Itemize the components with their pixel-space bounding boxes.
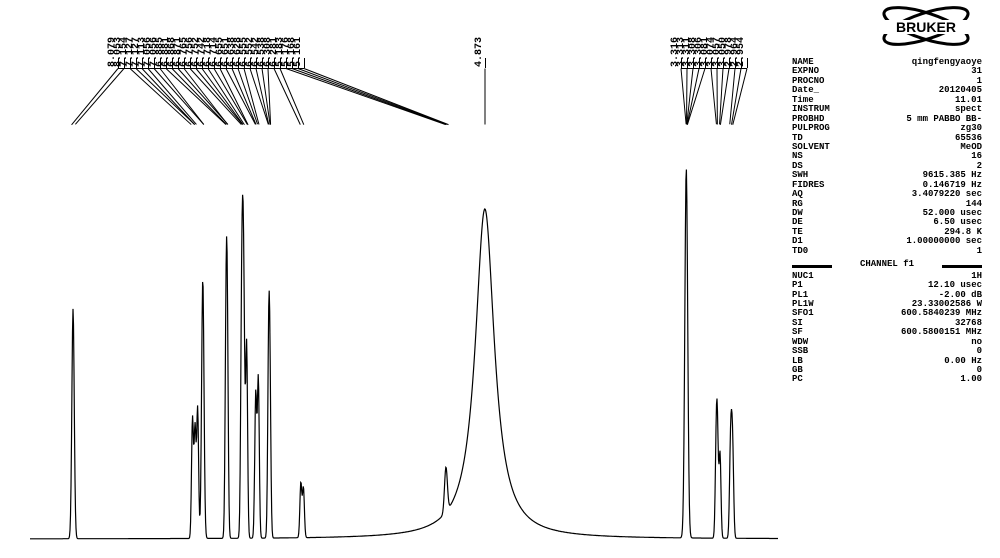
peak-group-bracket — [118, 68, 304, 69]
peak-tick — [747, 58, 748, 68]
peak-ppm-label: 5.161 — [293, 37, 304, 67]
param-row: NS16 — [792, 152, 982, 161]
peak-tick — [304, 58, 305, 68]
param-row: PULPROGzg30 — [792, 124, 982, 133]
param-row: NAMEqingfengyaoye — [792, 58, 982, 67]
peak-leader-line — [303, 68, 448, 125]
peak-leader-line — [273, 68, 300, 124]
param-row: Date_20120405 — [792, 86, 982, 95]
peak-leader-line — [297, 68, 447, 125]
peak-leader-line — [74, 68, 124, 125]
peak-group-bracket — [681, 68, 747, 69]
peak-leader-line — [710, 68, 716, 124]
bruker-logo: BRUKER — [876, 6, 976, 46]
param-row: AQ3.4079220 sec — [792, 190, 982, 199]
acquisition-parameters-panel: NAMEqingfengyaoyeEXPNO31PROCNO1Date_2012… — [792, 58, 982, 385]
peak-leader-line — [279, 68, 304, 124]
peak-leader-line — [484, 69, 485, 125]
peak-leader-line — [716, 68, 717, 124]
nmr-spectrum-plot — [30, 140, 778, 540]
param-row: SFO1600.5840239 MHz — [792, 309, 982, 318]
param-row: GB0 — [792, 366, 982, 375]
peak-leader-line — [71, 68, 118, 125]
param-row: PC1.00 — [792, 375, 982, 384]
peak-ppm-label: 2.954 — [736, 37, 747, 67]
peak-tick — [485, 58, 486, 68]
peak-leader-line — [291, 68, 446, 125]
param-row: D11.00000000 sec — [792, 237, 982, 246]
param-row: TD01 — [792, 247, 982, 256]
channel-header: CHANNEL f1 — [792, 260, 982, 269]
logo-text: BRUKER — [896, 19, 956, 35]
param-row: SOLVENTMeOD — [792, 143, 982, 152]
spectrum-trace — [30, 170, 778, 540]
peak-leader-line — [207, 68, 244, 125]
peak-leader-line — [686, 68, 699, 124]
peak-leader-line — [285, 68, 445, 125]
peak-ppm-label: 4.873 — [474, 37, 485, 67]
param-row: SF600.5800151 MHz — [792, 328, 982, 337]
param-row: WDWno — [792, 338, 982, 347]
param-row: LB0.00 Hz — [792, 357, 982, 366]
